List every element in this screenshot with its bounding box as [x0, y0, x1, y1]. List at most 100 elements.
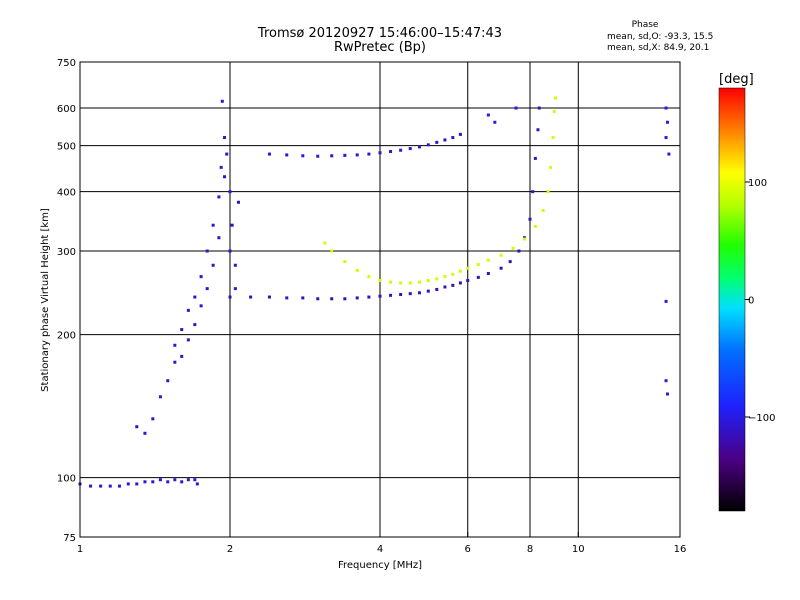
data-point — [173, 478, 177, 482]
data-point — [476, 263, 480, 267]
data-point — [499, 266, 503, 270]
data-point — [233, 287, 237, 291]
data-point — [135, 482, 139, 486]
data-point — [355, 153, 359, 157]
data-point — [228, 190, 232, 194]
data-point — [135, 425, 139, 429]
data-point — [451, 272, 455, 276]
data-point — [219, 165, 223, 169]
data-point — [551, 136, 555, 140]
data-point — [158, 395, 162, 399]
data-point — [531, 190, 535, 194]
y-tick-label: 100 — [57, 474, 76, 485]
data-point — [211, 263, 215, 267]
data-point — [186, 338, 190, 342]
data-point — [180, 354, 184, 358]
data-point — [316, 297, 320, 301]
data-point — [533, 224, 537, 228]
data-point — [173, 343, 177, 347]
data-point — [426, 279, 430, 283]
colorbar-unit: [deg] — [719, 72, 754, 87]
data-point — [323, 241, 327, 245]
data-point — [486, 113, 490, 117]
data-point — [193, 478, 197, 482]
data-point — [330, 249, 334, 253]
data-point — [514, 106, 518, 110]
data-point — [466, 266, 470, 270]
data-point — [458, 132, 462, 136]
data-point — [408, 147, 412, 151]
y-tick-label: 400 — [57, 188, 76, 199]
colorbar-ticks: 100 0 −100 — [745, 178, 775, 424]
data-point — [367, 152, 371, 156]
data-point — [553, 96, 557, 100]
data-point — [173, 360, 177, 364]
x-tick-label: 16 — [674, 544, 687, 555]
phase-o-stats: mean, sd,O: -93.3, 15.5 — [607, 32, 714, 42]
data-point — [186, 308, 190, 312]
data-point — [417, 291, 421, 295]
data-point — [355, 268, 359, 272]
data-point — [378, 294, 382, 298]
colorbar-tick-label: 0 — [748, 296, 754, 307]
data-point — [233, 263, 237, 267]
data-point — [417, 145, 421, 149]
data-point — [451, 136, 455, 140]
chart-subtitle: RwPretec (Bp) — [333, 40, 427, 55]
y-axis-label: Stationary phase Virtual Height [km] — [40, 208, 51, 392]
y-tick-label: 200 — [57, 331, 76, 342]
data-point — [166, 480, 170, 484]
grid-layer — [80, 62, 680, 537]
x-tick-label: 6 — [465, 544, 471, 555]
data-point — [151, 480, 155, 484]
phase-x-stats: mean, sd,X: 84.9, 20.1 — [607, 43, 710, 53]
data-point — [399, 148, 403, 152]
data-point — [426, 289, 430, 293]
data-point — [205, 287, 209, 291]
y-axis-ticks: 75 100 200 300 400 500 600 750 — [57, 58, 76, 544]
data-point — [517, 249, 521, 253]
data-point — [186, 478, 190, 482]
data-point — [99, 484, 103, 488]
data-point — [486, 272, 490, 276]
data-point — [236, 200, 240, 204]
chart-title: Tromsø 20120927 15:46:00–15:47:43 — [257, 26, 503, 41]
data-point — [367, 295, 371, 299]
data-point — [301, 296, 305, 300]
data-point — [466, 279, 470, 283]
data-point — [166, 379, 170, 383]
data-point — [151, 417, 155, 421]
data-point — [443, 138, 447, 142]
data-point — [193, 323, 197, 327]
data-point — [536, 128, 540, 132]
data-point — [537, 106, 541, 110]
data-point — [399, 292, 403, 296]
y-tick-label: 750 — [57, 58, 76, 69]
x-axis-label: Frequency [MHz] — [338, 560, 422, 571]
data-point — [533, 156, 537, 160]
data-point — [143, 480, 147, 484]
data-point — [664, 299, 668, 303]
data-point — [195, 482, 199, 486]
data-point — [301, 154, 305, 158]
data-point — [541, 209, 545, 213]
data-point — [89, 484, 93, 488]
data-point — [435, 287, 439, 291]
data-point — [330, 297, 334, 301]
x-tick-label: 4 — [377, 544, 383, 555]
data-point — [458, 281, 462, 285]
data-point — [343, 260, 347, 264]
y-tick-label: 600 — [57, 104, 76, 115]
y-tick-label: 300 — [57, 247, 76, 258]
data-point — [508, 260, 512, 264]
data-point — [408, 281, 412, 285]
x-tick-label: 2 — [227, 544, 233, 555]
data-point — [285, 296, 289, 300]
x-tick-label: 8 — [527, 544, 533, 555]
data-point — [180, 480, 184, 484]
data-point — [458, 269, 462, 273]
data-point — [223, 175, 227, 179]
data-point — [451, 283, 455, 287]
data-point — [378, 279, 382, 283]
